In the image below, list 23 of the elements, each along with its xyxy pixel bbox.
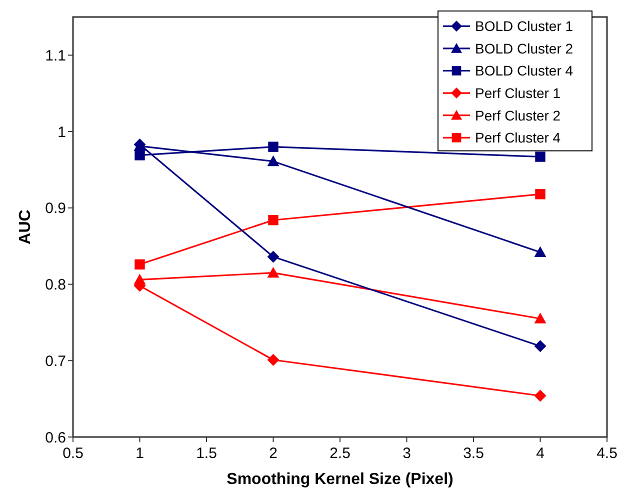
y-axis-title: AUC [17, 209, 34, 244]
y-tick-label: 1 [58, 124, 66, 141]
y-tick-label: 0.9 [45, 200, 66, 218]
y-tick-label: 0.6 [45, 429, 66, 446]
legend-label: BOLD Cluster 4 [475, 62, 574, 79]
x-tick-label: 0.5 [62, 445, 84, 462]
legend-label: Perf Cluster 4 [475, 130, 561, 146]
x-tick-label: 1 [136, 445, 144, 462]
legend-label: Perf Cluster 2 [475, 107, 561, 124]
x-tick-label: 3 [402, 445, 411, 462]
x-tick-label: 2.5 [330, 445, 350, 462]
x-tick-label: 4 [536, 445, 544, 462]
x-tick-label: 2 [269, 445, 278, 462]
legend-label: BOLD Cluster 1 [475, 18, 574, 34]
x-axis-title: Smoothing Kernel Size (Pixel) [226, 471, 454, 488]
legend-label: BOLD Cluster 2 [475, 40, 574, 56]
y-tick-label: 1.1 [45, 47, 66, 64]
y-tick-label: 0.8 [45, 276, 66, 294]
y-tick-label: 0.7 [45, 352, 66, 370]
legend-label: Perf Cluster 1 [475, 84, 561, 101]
x-tick-label: 4.5 [596, 445, 618, 462]
x-tick-label: 1.5 [196, 445, 217, 462]
x-tick-label: 3.5 [463, 445, 484, 462]
